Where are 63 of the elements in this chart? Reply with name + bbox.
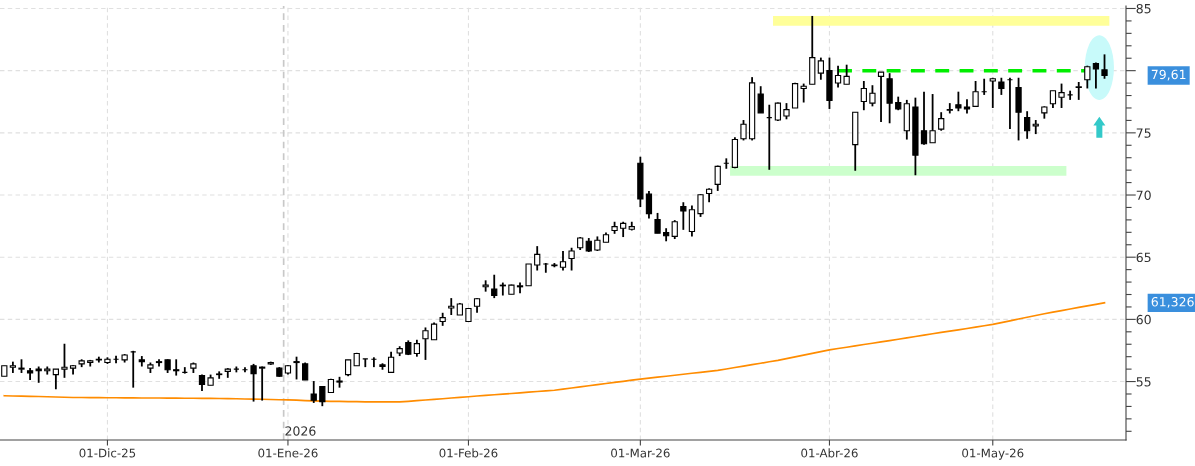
candlestick [362,358,369,369]
y-tick-label: 85 [1136,3,1151,14]
candlestick [972,80,979,108]
candlestick [714,164,721,192]
candlestick [250,362,257,403]
x-tick-label: 01-Mar-26 [611,448,670,458]
candlestick [688,204,696,238]
candlestick [61,342,68,379]
x-tick-label: 01-Abr-26 [801,448,858,458]
line-series [3,302,1106,403]
text: 61,326 [1151,297,1194,308]
candlestick [387,350,395,374]
candlestick [422,326,429,361]
y-tick-label: 60 [1136,314,1151,325]
candlestick [800,82,807,104]
candlestick [448,297,455,316]
candlestick [654,212,661,235]
candlestick [834,64,842,89]
candlestick [843,63,850,86]
ref-line-label: 2026 [285,426,316,436]
text: 79,61 [1151,69,1186,81]
y-tick-label: 55 [1136,377,1151,387]
candlestick [740,119,747,142]
y-tick-label: 70 [1136,190,1151,200]
candlestick [938,111,945,132]
candlestick [1092,61,1100,90]
candlestick [920,90,928,146]
candlestick [52,368,60,391]
candlestick [645,190,653,220]
candlestick [293,355,300,381]
candlestick [491,273,498,300]
candlestick [1024,110,1031,140]
candlestick [869,84,876,108]
candlestick [680,201,687,231]
candlestick [216,370,223,380]
candlestick [155,358,163,368]
candlestick [817,56,824,81]
x-tick-label: 01-Feb-26 [439,448,498,458]
candlestick [1101,53,1108,80]
x-tick-label: 01-Dic-25 [79,448,136,458]
candlestick [955,90,962,113]
candlestick [877,71,885,123]
candlestick [1075,81,1082,101]
candlestick [697,193,704,218]
candlestick [989,76,996,109]
x-tick-label: 01-May-26 [962,448,1024,460]
x-tick-label: 01-Ene-26 [258,448,318,458]
candlestick [757,85,764,114]
candlestick [929,93,936,144]
y-tick-label: 65 [1136,252,1151,263]
candlestick [525,263,532,287]
candlestick [319,385,326,408]
candlestick [671,219,678,240]
candlestick [559,250,567,272]
candlestick [534,245,541,272]
candlestick [259,365,266,402]
y-tick-label: 75 [1136,128,1151,138]
candlestick [173,358,180,377]
candlestick [310,380,317,404]
candlestick [568,246,575,272]
candlestick [860,80,867,112]
candlestick [1058,82,1065,109]
candlestick [35,365,42,384]
